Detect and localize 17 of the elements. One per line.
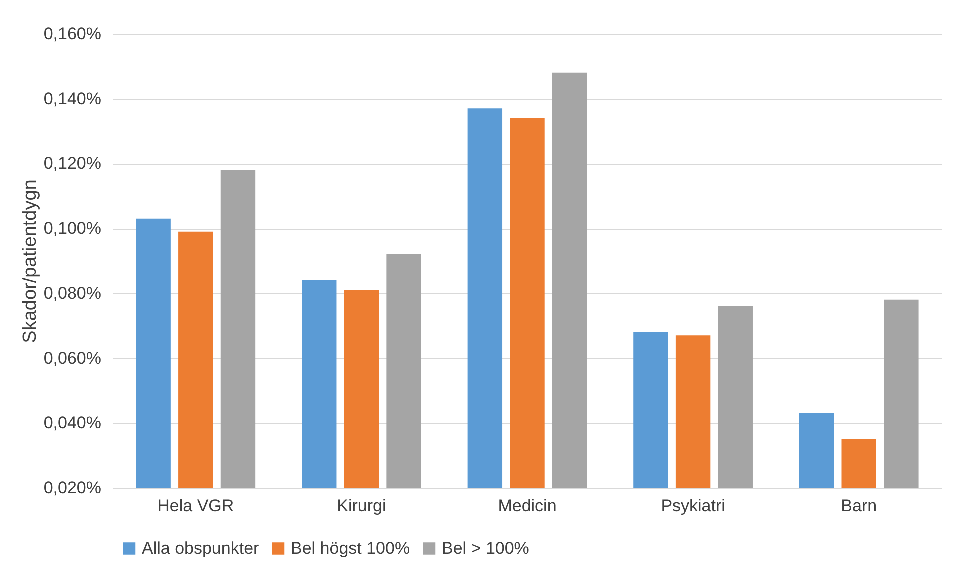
legend-label: Bel > 100% [442, 538, 530, 558]
legend-label: Alla obspunkter [142, 538, 260, 558]
y-tick-label: 0,080% [44, 284, 102, 303]
y-tick-label: 0,100% [44, 219, 102, 238]
x-tick-label: Medicin [498, 496, 557, 516]
x-tick-label: Psykiatri [661, 496, 726, 516]
x-tick-label: Kirurgi [337, 496, 386, 516]
legend-label: Bel högst 100% [291, 538, 410, 558]
y-tick-label: 0,020% [44, 478, 102, 498]
x-tick-label: Barn [841, 496, 878, 516]
x-tick-label: Hela VGR [158, 496, 234, 516]
y-axis-title: Skador/patientdygn [20, 180, 41, 344]
y-tick-label: 0,140% [44, 89, 102, 108]
y-tick-label: 0,060% [44, 348, 102, 368]
y-tick-label: 0,040% [44, 414, 102, 433]
y-tick-label: 0,120% [44, 154, 102, 174]
y-tick-label: 0,160% [44, 24, 102, 44]
